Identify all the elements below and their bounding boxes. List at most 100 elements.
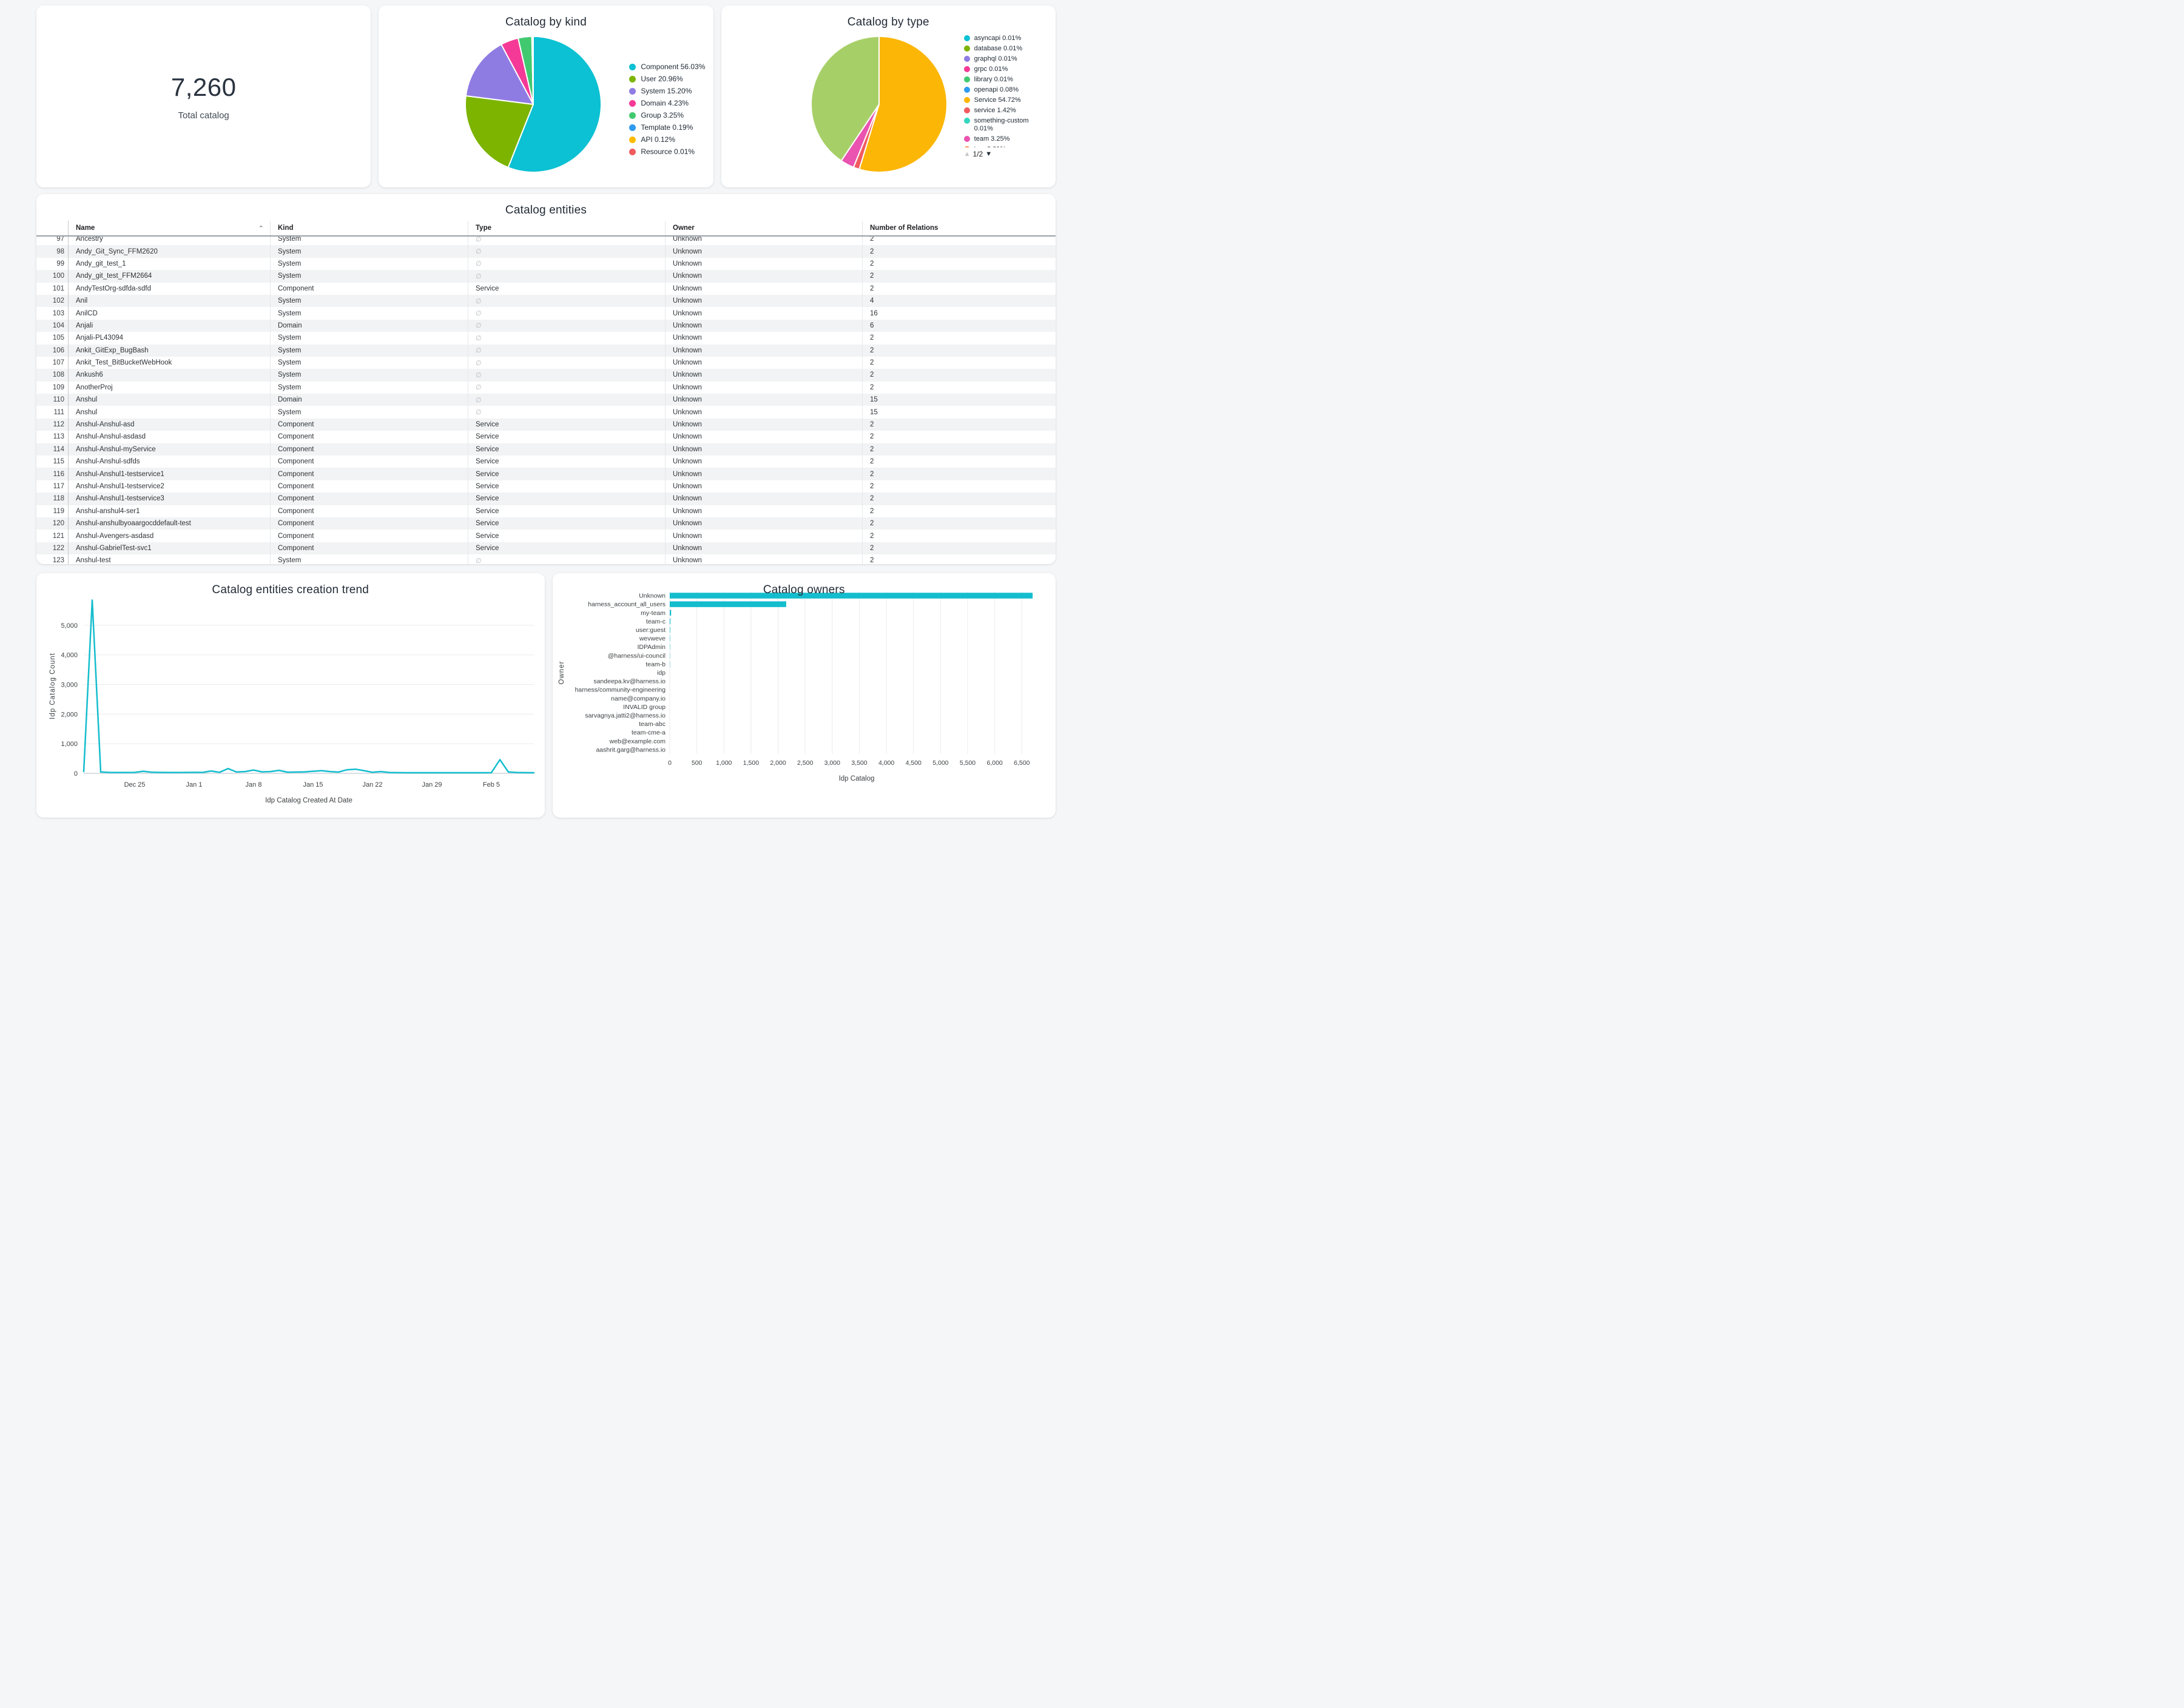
cell-kind: System: [270, 369, 468, 382]
legend-label: service 1.42%: [974, 107, 1016, 114]
empty-type-icon: ∅: [476, 371, 482, 379]
cell-name: Anshul-test: [68, 554, 270, 564]
cell-rownum: 111: [53, 408, 64, 416]
cell-rownum: 114: [53, 445, 64, 453]
col-header-relations[interactable]: Number of Relations: [862, 221, 1056, 235]
cell-relations: 15: [862, 406, 1056, 419]
cell-kind: Component: [270, 456, 468, 468]
col-header-rownum: [36, 221, 68, 235]
svg-text:1,000: 1,000: [61, 741, 78, 748]
empty-type-icon: ∅: [476, 322, 482, 330]
cell-name: Anshul-GabrielTest-svc1: [68, 542, 270, 555]
cell-name: Anil: [68, 294, 270, 308]
legend-label: openapi 0.08%: [974, 86, 1019, 93]
cell-rownum: 109: [52, 383, 64, 391]
cell-owner: Unknown: [665, 505, 862, 517]
col-header-kind[interactable]: Kind: [270, 221, 468, 235]
cell-relations: 2: [862, 282, 1056, 295]
legend-label: Resource 0.01%: [641, 147, 695, 156]
cell-rownum: 99: [56, 260, 64, 267]
cell-relations: 2: [862, 505, 1056, 517]
catalog-by-kind-legend: Component 56.03% User 20.96% System 15.20%…: [629, 62, 714, 160]
cell-rownum: 123: [52, 557, 64, 564]
empty-type-icon: ∅: [476, 396, 482, 404]
cell-relations: 2: [862, 245, 1056, 258]
col-header-name[interactable]: Name ⌃: [68, 221, 270, 235]
table-row: 104 Anjali Domain ∅ Unknown 6: [36, 319, 1056, 332]
legend-dot-icon: [629, 99, 636, 107]
cell-type: ∅: [468, 294, 665, 308]
catalog-by-type-legend: asyncapi 0.01% database 0.01% graphql 0.01…: [963, 35, 1044, 147]
legend-page-up-icon[interactable]: ▲: [963, 150, 971, 158]
table-row: 120 Anshul-anshulbyoaargocddefault-test Co…: [36, 517, 1056, 530]
cell-owner: Unknown: [665, 456, 862, 468]
cell-name: Anshul-Anshul1-testservice2: [68, 480, 270, 493]
legend-dot-icon: [629, 75, 636, 82]
creation-trend-chart: 0 1,000 2,000 3,000 4,000 5,000 Dec 25 Jan 1 Jan…: [49, 599, 535, 804]
pie-slice-Service: [858, 36, 948, 173]
cell-type: Service: [468, 542, 665, 555]
cell-type: ∅: [468, 270, 665, 283]
cell-owner: Unknown: [665, 245, 862, 258]
col-header-owner[interactable]: Owner: [665, 221, 862, 235]
cell-rownum: 110: [53, 396, 64, 404]
svg-text:2,000: 2,000: [61, 711, 78, 718]
cell-name: Anshul-Avengers-asdasd: [68, 530, 270, 542]
cell-rownum: 116: [53, 470, 64, 478]
cell-rownum: 97: [56, 237, 64, 243]
legend-dot-icon: [963, 146, 970, 147]
legend-label: team 3.25%: [974, 135, 1010, 143]
catalog-owners-chart: 0 500 1,000 1,500 2,000 2,500 3,000 3,500 4,000 4…: [558, 591, 1033, 782]
catalog-by-kind-pie: [465, 35, 602, 173]
legend-dot-icon: [629, 136, 636, 143]
cell-name: Anshul-anshul4-ser1: [68, 505, 270, 517]
cell-rownum: 98: [56, 247, 64, 255]
empty-type-icon: ∅: [476, 359, 482, 367]
cell-type: Service: [468, 456, 665, 468]
cell-relations: 2: [862, 381, 1056, 394]
table-row: 103 AnilCD System ∅ Unknown 16: [36, 307, 1056, 320]
cell-rownum: 105: [52, 334, 64, 342]
legend-label: Template 0.19%: [641, 123, 693, 132]
cell-type: Service: [468, 468, 665, 480]
legend-item: Service 54.72%: [963, 96, 1044, 104]
total-catalog-card: 7,260 Total catalog: [36, 5, 371, 187]
cell-name: Anshul-Anshul-myService: [68, 443, 270, 456]
cell-kind: System: [270, 307, 468, 320]
cell-kind: System: [270, 237, 468, 246]
svg-text:Feb 5: Feb 5: [483, 781, 500, 788]
empty-type-icon: ∅: [476, 557, 482, 564]
creation-trend-card: Catalog entities creation trend 0 1,000 2,…: [36, 573, 545, 818]
cell-type: Service: [468, 517, 665, 530]
legend-item: something-custom 0.01%: [963, 117, 1044, 133]
cell-name: Andy_git_test_1: [68, 257, 270, 271]
cell-type: Service: [468, 418, 665, 431]
legend-label: database 0.01%: [974, 45, 1023, 52]
cell-kind: Component: [270, 443, 468, 456]
svg-text:3,000: 3,000: [61, 682, 78, 689]
cell-relations: 2: [862, 356, 1056, 369]
table-row: 119 Anshul-anshul4-ser1 Component Service Un…: [36, 505, 1056, 517]
cell-rownum: 103: [52, 309, 64, 317]
cell-rownum: 106: [52, 346, 64, 354]
cell-owner: Unknown: [665, 542, 862, 555]
table-row: 113 Anshul-Anshul-asdasd Component Service U…: [36, 431, 1056, 443]
catalog-entities-title: Catalog entities: [505, 204, 587, 217]
cell-type: ∅: [468, 356, 665, 369]
catalog-entities-card: Catalog entities Name ⌃ Kind Type Owner …: [36, 194, 1056, 564]
col-header-type[interactable]: Type: [468, 221, 665, 235]
legend-dot-icon: [629, 87, 636, 95]
cell-kind: Domain: [270, 319, 468, 332]
cell-name: Anshul: [68, 394, 270, 406]
cell-owner: Unknown: [665, 270, 862, 283]
cell-kind: System: [270, 332, 468, 345]
legend-item: API 0.12%: [629, 135, 714, 144]
legend-page-down-icon[interactable]: ▼: [985, 150, 993, 158]
cell-type: ∅: [468, 332, 665, 345]
table-body[interactable]: 97 Ancestry System ∅ Unknown 2 98 Andy_Git_Sync…: [36, 237, 1056, 564]
cell-kind: System: [270, 381, 468, 394]
cell-owner: Unknown: [665, 394, 862, 406]
cell-relations: 2: [862, 257, 1056, 271]
svg-text:3,500: 3,500: [851, 759, 867, 767]
cell-name: Andy_Git_Sync_FFM2620: [68, 245, 270, 258]
